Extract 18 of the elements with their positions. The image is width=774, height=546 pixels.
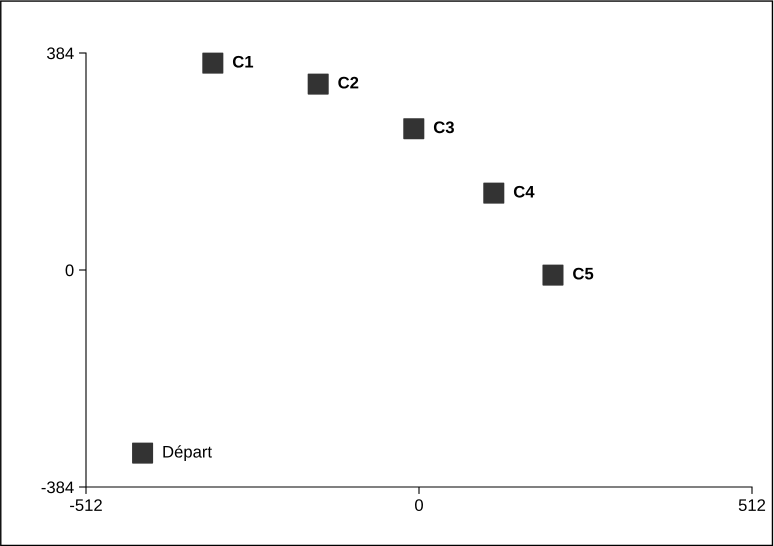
point xyxy=(202,52,224,74)
annotation: Départ xyxy=(163,445,212,461)
annotation: C4 xyxy=(514,186,534,198)
annotation: C3 xyxy=(434,121,454,134)
annotation: C2 xyxy=(338,76,358,89)
x-tick-label: 0 xyxy=(415,499,423,512)
y-tick-label: 0 xyxy=(66,264,74,276)
x-tick-label: -512 xyxy=(70,499,102,512)
point xyxy=(483,182,504,204)
y-tick-label: 384 xyxy=(47,47,74,60)
x-tick-label: 512 xyxy=(738,499,766,512)
annotation: C1 xyxy=(232,56,254,68)
point xyxy=(132,442,154,464)
point xyxy=(308,74,329,95)
point xyxy=(542,264,564,286)
point xyxy=(403,118,424,140)
y-tick-label: -384 xyxy=(42,481,74,494)
annotation: C5 xyxy=(573,268,594,280)
